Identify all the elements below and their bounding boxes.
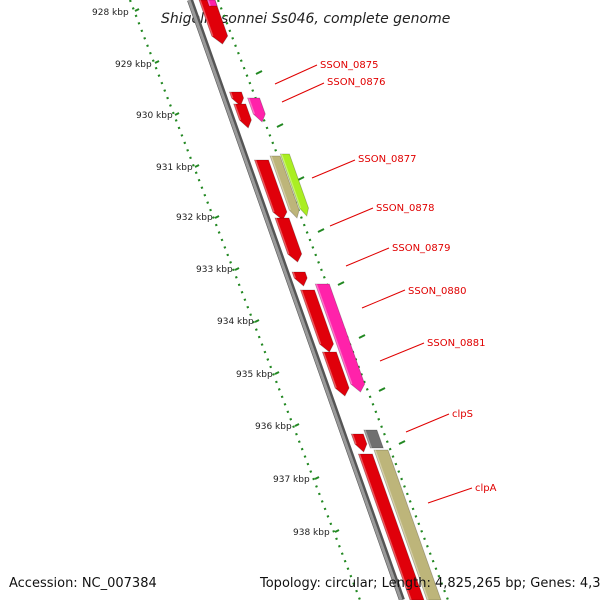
ruler-tick (294, 423, 300, 427)
feature-block-cds[interactable] (350, 433, 368, 453)
feature-highlight (229, 91, 234, 99)
inner-ring-ticks (255, 70, 406, 445)
inner-tick (317, 228, 325, 233)
gene-label-clpa[interactable]: clpA (475, 483, 497, 494)
leader-line (311, 159, 356, 179)
leader-line (379, 342, 425, 362)
gene-label-sson-0876[interactable]: SSON_0876 (327, 77, 386, 88)
feature-block-cds[interactable] (357, 453, 425, 600)
gene-features (198, 0, 442, 600)
feature-highlight (364, 429, 373, 449)
ruler-tick (174, 112, 180, 116)
ruler-label: 932 kbp (176, 213, 213, 223)
feature-block-cds[interactable] (291, 271, 308, 287)
ruler-tick (214, 215, 220, 219)
feature-block-gray[interactable] (363, 429, 384, 449)
feature-highlight (322, 351, 337, 389)
outer-ruler-line (128, 0, 362, 600)
ruler-label: 936 kbp (255, 422, 292, 432)
gene-label-sson-0878[interactable]: SSON_0878 (376, 203, 435, 214)
feature-block-rna[interactable] (314, 283, 366, 393)
inner-tick (378, 387, 386, 392)
ruler-label: 931 kbp (156, 163, 193, 173)
feature-block-lime[interactable] (279, 153, 309, 217)
genome-backbone (187, 0, 405, 600)
feature-block-homolog[interactable] (373, 449, 442, 600)
feature-highlight (270, 155, 291, 211)
feature-highlight (233, 103, 242, 121)
inner-tick (255, 70, 263, 75)
feature-highlight (207, 0, 211, 7)
gene-label-sson-0881[interactable]: SSON_0881 (427, 338, 486, 349)
leader-line (345, 247, 390, 267)
leader-line (427, 487, 473, 504)
feature-block-homolog[interactable] (269, 155, 300, 219)
feature-highlight (247, 97, 256, 115)
map-title: Shigella sonnei Ss046, complete genome (161, 11, 450, 27)
leader-line (405, 413, 450, 433)
ruler-label: 937 kbp (273, 475, 310, 485)
feature-highlight (315, 283, 353, 385)
topology-text: Topology: circular; Length: 4,825,265 bp… (259, 576, 600, 591)
feature-block-cds[interactable] (228, 91, 245, 107)
leader-line (281, 82, 325, 103)
feature-block-cds[interactable] (253, 159, 288, 221)
ruler-label: 930 kbp (136, 111, 173, 121)
inner-tick (398, 440, 406, 445)
ruler-tick (334, 529, 340, 533)
ruler-ticks (134, 8, 340, 533)
ruler-label: 934 kbp (217, 317, 254, 327)
ruler-label: 935 kbp (236, 370, 273, 380)
gene-label-clps[interactable]: clpS (452, 409, 473, 420)
gene-label-sson-0877[interactable]: SSON_0877 (358, 154, 417, 165)
feature-block-rna[interactable] (247, 97, 266, 123)
gene-leaders (274, 64, 473, 504)
feature-highlight (275, 217, 290, 255)
leader-line (274, 64, 318, 85)
accession-text: Accession: NC_007384 (9, 576, 157, 591)
feature-highlight (374, 449, 429, 600)
feature-block-rna[interactable] (206, 0, 218, 7)
feature-highlight (254, 159, 275, 213)
leader-line (361, 289, 406, 309)
ruler-tick (314, 476, 320, 480)
inner-tick (297, 176, 305, 181)
ruler-tick (154, 60, 160, 64)
feature-block-cds[interactable] (198, 0, 229, 45)
feature-highlight (199, 0, 214, 37)
gene-label-sson-0880[interactable]: SSON_0880 (408, 286, 467, 297)
ruler-tick (254, 319, 260, 323)
inner-tick (276, 123, 284, 128)
ruler-tick (134, 8, 140, 12)
feature-highlight (280, 153, 302, 209)
ruler-tick (194, 164, 200, 168)
ruler-labels: 928 kbp 929 kbp 930 kbp 931 kbp 932 kbp … (92, 8, 330, 538)
inner-tick (358, 334, 366, 339)
feature-highlight (292, 271, 296, 279)
feature-highlight (351, 433, 357, 445)
backbone-line (187, 0, 403, 600)
feature-highlight (300, 289, 322, 345)
gene-labels: SSON_0875 SSON_0876 SSON_0877 SSON_0878 … (320, 60, 497, 494)
gene-label-sson-0875[interactable]: SSON_0875 (320, 60, 379, 71)
ruler-label: 928 kbp (92, 8, 129, 18)
ruler-label: 929 kbp (115, 60, 152, 70)
feature-block-cds[interactable] (321, 351, 350, 397)
inner-tick (337, 281, 345, 286)
ruler-tick (234, 267, 240, 271)
ruler-label: 933 kbp (196, 265, 233, 275)
feature-block-cds[interactable] (274, 217, 303, 263)
ruler-label: 938 kbp (293, 528, 330, 538)
gene-label-sson-0879[interactable]: SSON_0879 (392, 243, 451, 254)
leader-line (329, 207, 374, 227)
feature-block-cds[interactable] (299, 289, 334, 353)
feature-highlight (358, 453, 412, 600)
feature-block-cds[interactable] (233, 103, 252, 129)
ruler-tick (274, 371, 280, 375)
